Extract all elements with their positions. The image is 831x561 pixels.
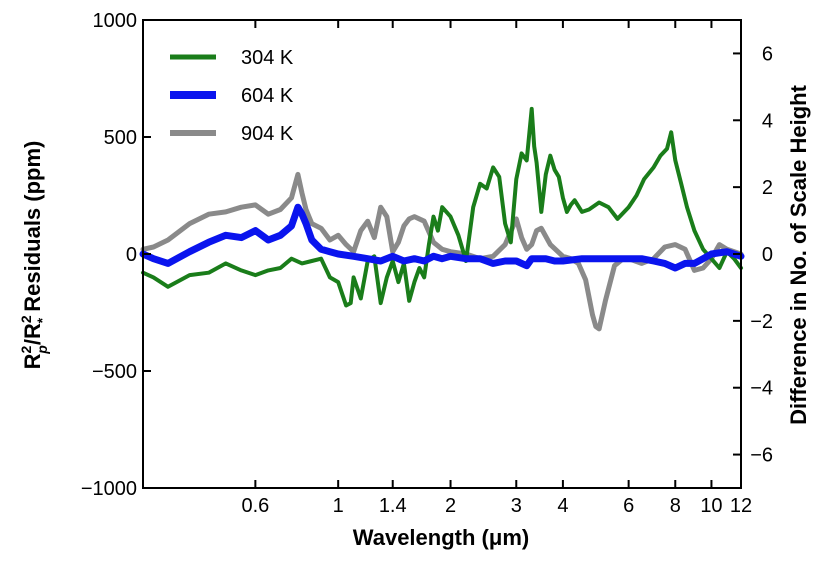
legend: 304 K 604 K 904 K: [170, 47, 294, 145]
x-axis-ticks: 0.6 1 1.4 2 3 4 6 8 10 12: [241, 20, 752, 517]
x-tick-label: 1.4: [379, 495, 407, 517]
y-left-tick-label: −500: [92, 361, 137, 383]
legend-label: 904 K: [241, 123, 294, 145]
x-tick-label: 3: [511, 495, 522, 517]
x-tick-label: 2: [445, 495, 456, 517]
y-right-tick-label: 0: [762, 244, 773, 266]
y-left-tick-label: 500: [104, 127, 137, 149]
legend-label: 604 K: [241, 85, 294, 107]
y-right-tick-label: −2: [750, 311, 773, 333]
series-lines: [139, 106, 745, 332]
x-tick-label: 1: [333, 495, 344, 517]
y-right-tick-label: −6: [750, 445, 773, 467]
y-left-tick-label: −1000: [81, 478, 137, 500]
x-tick-label: 6: [623, 495, 634, 517]
x-tick-label: 0.6: [241, 495, 269, 517]
y-right-tick-label: 2: [762, 177, 773, 199]
y-axis-left-title: R2p/R2* Residuals (ppm): [18, 141, 50, 370]
x-tick-label: 12: [730, 495, 752, 517]
plot-frame: [142, 19, 742, 489]
x-tick-label: 8: [670, 495, 681, 517]
legend-label: 304 K: [241, 47, 294, 69]
x-tick-label: 10: [700, 495, 722, 517]
y-axis-left-ticks: 1000 500 0 −500 −1000: [81, 10, 151, 500]
series-line-304k: [141, 106, 743, 308]
y-right-tick-label: 6: [762, 43, 773, 65]
y-left-tick-label: 0: [126, 244, 137, 266]
y-left-tick-label: 1000: [93, 10, 138, 32]
series-line-604k: [139, 203, 745, 272]
y-axis-right-title: Difference in No. of Scale Height: [786, 84, 811, 425]
y-axis-right-ticks: 6 4 2 0 −2 −4 −6: [733, 43, 773, 467]
x-tick-label: 4: [557, 495, 568, 517]
series-line-904k: [140, 171, 744, 332]
y-right-tick-label: −4: [750, 378, 773, 400]
y-right-tick-label: 4: [762, 110, 773, 132]
x-axis-title: Wavelength (μm): [353, 525, 529, 550]
